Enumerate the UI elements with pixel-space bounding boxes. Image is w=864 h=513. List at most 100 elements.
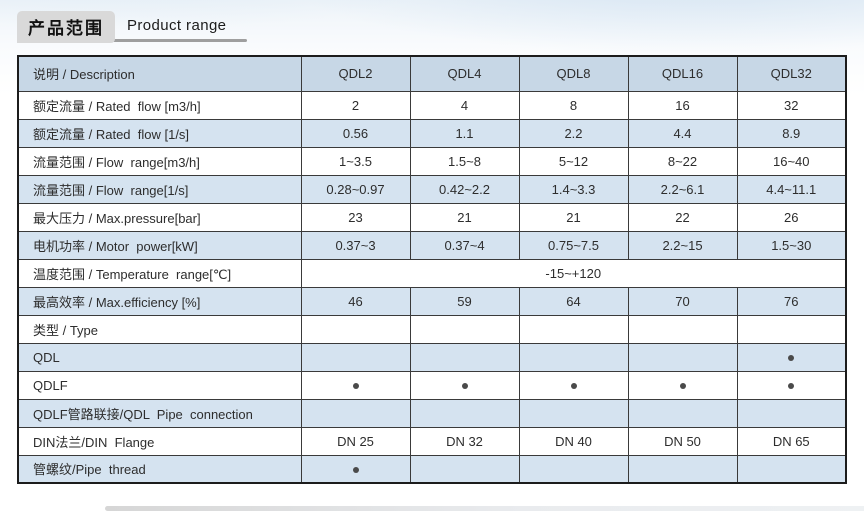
- value-cell: 0.37~4: [409, 230, 520, 260]
- row-label: 额定流量 / Rated flow [1/s]: [17, 118, 302, 148]
- value-cell: 1~3.5: [300, 146, 411, 176]
- value-cell: 59: [409, 286, 520, 316]
- value-cell: [627, 314, 738, 344]
- value-cell: [627, 342, 738, 372]
- product-table: 说明 / Description QDL2 QDL4 QDL8 QDL16 QDL32 额…: [17, 55, 847, 484]
- table-row: 管螺纹/Pipe thread: [17, 454, 847, 484]
- row-label: 最高效率 / Max.efficiency [%]: [17, 286, 302, 316]
- value-cell: 16: [627, 90, 738, 120]
- table-row: 最大压力 / Max.pressure[bar] 23 21 21 22 26: [17, 202, 847, 232]
- value-cell: [300, 398, 411, 428]
- bullet-cell: [736, 370, 847, 400]
- bullet-dot-icon: [352, 383, 359, 390]
- table-row: DIN法兰/DIN Flange DN 25 DN 32 DN 40 DN 50 DN 6…: [17, 426, 847, 456]
- value-cell: 64: [518, 286, 629, 316]
- table-row: 流量范围 / Flow range[1/s] 0.28~0.97 0.42~2.2 1…: [17, 174, 847, 204]
- row-label: 温度范围 / Temperature range[℃]: [17, 258, 302, 288]
- column-header-qdl8: QDL8: [518, 55, 629, 92]
- value-cell: 2.2: [518, 118, 629, 148]
- value-cell: 2.2~6.1: [627, 174, 738, 204]
- value-cell: 4.4: [627, 118, 738, 148]
- row-label: DIN法兰/DIN Flange: [17, 426, 302, 456]
- value-cell: [300, 342, 411, 372]
- page-title-cn: 产品范围: [17, 11, 115, 43]
- table-head: 说明 / Description QDL2 QDL4 QDL8 QDL16 QDL32: [17, 55, 847, 92]
- value-cell: 70: [627, 286, 738, 316]
- bullet-dot-icon: [461, 383, 468, 390]
- row-label: QDL: [17, 342, 302, 372]
- bullet-dot-icon: [788, 355, 795, 362]
- value-cell: 46: [300, 286, 411, 316]
- table-row: 电机功率 / Motor power[kW] 0.37~3 0.37~4 0.75~7…: [17, 230, 847, 260]
- row-label: QDLF: [17, 370, 302, 400]
- value-cell: DN 32: [409, 426, 520, 456]
- value-cell: [627, 454, 738, 484]
- product-range-table-wrap: 说明 / Description QDL2 QDL4 QDL8 QDL16 QDL32 额…: [17, 55, 847, 484]
- value-cell: 26: [736, 202, 847, 232]
- value-cell: [518, 398, 629, 428]
- table-row: 温度范围 / Temperature range[℃] -15~+120: [17, 258, 847, 288]
- value-cell: DN 50: [627, 426, 738, 456]
- value-cell: [736, 314, 847, 344]
- row-label: 类型 / Type: [17, 314, 302, 344]
- value-cell: 0.42~2.2: [409, 174, 520, 204]
- value-cell: [409, 342, 520, 372]
- bullet-dot-icon: [788, 383, 795, 390]
- value-cell: [409, 454, 520, 484]
- value-cell: 2: [300, 90, 411, 120]
- column-header-qdl16: QDL16: [627, 55, 738, 92]
- table-row: 流量范围 / Flow range[m3/h] 1~3.5 1.5~8 5~12 8~2…: [17, 146, 847, 176]
- value-cell: DN 25: [300, 426, 411, 456]
- value-cell: [409, 314, 520, 344]
- table-header-row: 说明 / Description QDL2 QDL4 QDL8 QDL16 QDL32: [17, 55, 847, 92]
- table-body: 额定流量 / Rated flow [m3/h] 2 4 8 16 32 额定流量 / Ra…: [17, 90, 847, 484]
- bullet-cell: [300, 454, 411, 484]
- value-cell: [736, 398, 847, 428]
- bullet-cell: [409, 370, 520, 400]
- value-cell: 21: [518, 202, 629, 232]
- value-cell: [300, 314, 411, 344]
- value-cell: 4: [409, 90, 520, 120]
- value-cell: 8.9: [736, 118, 847, 148]
- value-cell: 23: [300, 202, 411, 232]
- value-cell: 0.75~7.5: [518, 230, 629, 260]
- table-row: 额定流量 / Rated flow [m3/h] 2 4 8 16 32: [17, 90, 847, 120]
- bullet-cell: [518, 370, 629, 400]
- row-label: 最大压力 / Max.pressure[bar]: [17, 202, 302, 232]
- bullet-cell: [627, 370, 738, 400]
- value-cell: [518, 314, 629, 344]
- table-row: 最高效率 / Max.efficiency [%] 46 59 64 70 76: [17, 286, 847, 316]
- value-cell: 8: [518, 90, 629, 120]
- value-cell: 5~12: [518, 146, 629, 176]
- value-cell: 8~22: [627, 146, 738, 176]
- value-cell: 21: [409, 202, 520, 232]
- value-cell: 22: [627, 202, 738, 232]
- row-label: 管螺纹/Pipe thread: [17, 454, 302, 484]
- table-row: QDLF管路联接/QDL Pipe connection: [17, 398, 847, 428]
- column-header-qdl4: QDL4: [409, 55, 520, 92]
- value-cell: 2.2~15: [627, 230, 738, 260]
- bullet-dot-icon: [570, 383, 577, 390]
- table-row: QDL: [17, 342, 847, 372]
- column-header-qdl32: QDL32: [736, 55, 847, 92]
- value-cell: 0.28~0.97: [300, 174, 411, 204]
- value-cell: DN 65: [736, 426, 847, 456]
- value-cell: 1.1: [409, 118, 520, 148]
- value-cell: 1.4~3.3: [518, 174, 629, 204]
- page-header: 产品范围 Product range: [17, 11, 226, 43]
- value-cell: 76: [736, 286, 847, 316]
- row-label: 流量范围 / Flow range[1/s]: [17, 174, 302, 204]
- value-cell: [736, 454, 847, 484]
- merged-value-cell: -15~+120: [300, 258, 847, 288]
- value-cell: 32: [736, 90, 847, 120]
- value-cell: 4.4~11.1: [736, 174, 847, 204]
- column-header-description: 说明 / Description: [17, 55, 302, 92]
- value-cell: [409, 398, 520, 428]
- column-header-qdl2: QDL2: [300, 55, 411, 92]
- value-cell: 0.37~3: [300, 230, 411, 260]
- table-row: 额定流量 / Rated flow [1/s] 0.56 1.1 2.2 4.4 8.9: [17, 118, 847, 148]
- bullet-dot-icon: [679, 383, 686, 390]
- row-label: 流量范围 / Flow range[m3/h]: [17, 146, 302, 176]
- value-cell: 0.56: [300, 118, 411, 148]
- row-label: 额定流量 / Rated flow [m3/h]: [17, 90, 302, 120]
